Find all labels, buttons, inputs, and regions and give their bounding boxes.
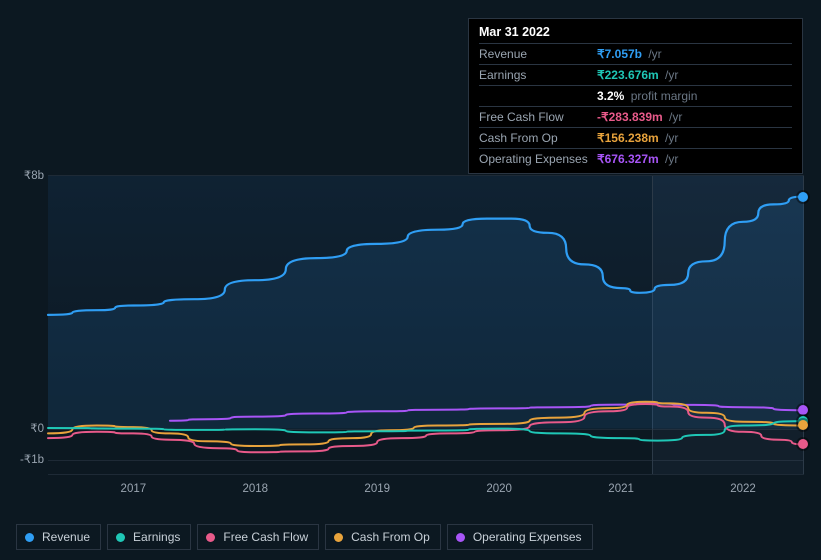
x-axis-label: 2019 [364, 483, 390, 495]
legend-label: Operating Expenses [473, 530, 582, 544]
chart-lines [48, 176, 804, 474]
tooltip-panel: Mar 31 2022 Revenue₹7.057b /yrEarnings₹2… [468, 18, 803, 174]
tooltip-row-label: Operating Expenses [479, 152, 597, 166]
x-axis-label: 2020 [486, 483, 512, 495]
chart-plot-area[interactable] [48, 175, 804, 475]
fcf-swatch-icon [206, 533, 215, 542]
tooltip-row-value: ₹676.327m /yr [597, 152, 678, 166]
y-axis-label: -₹1b [0, 452, 44, 466]
revenue-endpoint-icon [798, 192, 808, 202]
tooltip-row: Cash From Op₹156.238m /yr [479, 127, 792, 148]
earnings-swatch-icon [116, 533, 125, 542]
tooltip-row-label: Revenue [479, 47, 597, 61]
tooltip-row: 3.2% profit margin [479, 85, 792, 106]
legend-item-fcf[interactable]: Free Cash Flow [197, 524, 319, 550]
tooltip-date: Mar 31 2022 [479, 25, 792, 43]
tooltip-row-label: Free Cash Flow [479, 110, 597, 124]
y-axis-label: ₹0 [0, 421, 44, 435]
cfo-endpoint-icon [798, 420, 808, 430]
tooltip-row-label: Earnings [479, 68, 597, 82]
tooltip-row: Operating Expenses₹676.327m /yr [479, 148, 792, 169]
tooltip-row-value: ₹7.057b /yr [597, 47, 662, 61]
tooltip-row-label: Cash From Op [479, 131, 597, 145]
legend-item-cfo[interactable]: Cash From Op [325, 524, 441, 550]
revenue-swatch-icon [25, 533, 34, 542]
chart-legend: Revenue Earnings Free Cash Flow Cash From O… [16, 524, 593, 550]
tooltip-row-value: ₹156.238m /yr [597, 131, 678, 145]
x-axis-label: 2022 [730, 483, 756, 495]
legend-item-earnings[interactable]: Earnings [107, 524, 191, 550]
legend-label: Earnings [133, 530, 180, 544]
x-axis-label: 2021 [608, 483, 634, 495]
tooltip-row: Earnings₹223.676m /yr [479, 64, 792, 85]
y-axis-label: ₹8b [0, 168, 44, 182]
tooltip-row-value: 3.2% profit margin [597, 89, 697, 103]
opex-endpoint-icon [798, 405, 808, 415]
tooltip-row-value: -₹283.839m /yr [597, 110, 682, 124]
legend-label: Revenue [42, 530, 90, 544]
x-axis-label: 2017 [121, 483, 147, 495]
legend-item-opex[interactable]: Operating Expenses [447, 524, 593, 550]
tooltip-row-label [479, 89, 597, 103]
tooltip-row-value: ₹223.676m /yr [597, 68, 678, 82]
legend-label: Cash From Op [351, 530, 430, 544]
opex-swatch-icon [456, 533, 465, 542]
tooltip-row: Revenue₹7.057b /yr [479, 43, 792, 64]
legend-label: Free Cash Flow [223, 530, 308, 544]
legend-item-revenue[interactable]: Revenue [16, 524, 101, 550]
x-axis-label: 2018 [242, 483, 268, 495]
cfo-swatch-icon [334, 533, 343, 542]
revenue-area [48, 197, 804, 429]
financial-history-chart: ₹8b ₹0 -₹1b 2017 2018 2019 2020 2021 2022 [0, 155, 821, 515]
tooltip-row: Free Cash Flow-₹283.839m /yr [479, 106, 792, 127]
fcf-endpoint-icon [798, 439, 808, 449]
